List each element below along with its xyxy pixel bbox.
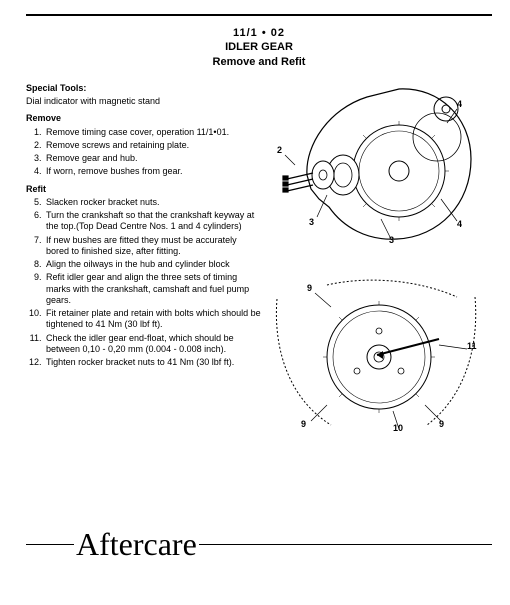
- list-item: Align the oilways in the hub and cylinde…: [44, 259, 261, 270]
- figure-2: 9 9 9 10 11: [271, 279, 481, 434]
- refit-label: Refit: [26, 184, 261, 195]
- callout: 9: [439, 419, 444, 429]
- aftercare-text: Aftercare: [74, 526, 199, 563]
- list-item: Turn the crankshaft so that the cranksha…: [44, 210, 261, 233]
- callout: 11: [467, 341, 477, 351]
- special-tools-label: Special Tools:: [26, 83, 261, 94]
- callout: 3: [309, 217, 314, 227]
- list-item: If worn, remove bushes from gear.: [44, 166, 261, 177]
- page: 11/1 • 02 IDLER GEAR Remove and Refit Sp…: [0, 0, 510, 605]
- callout: 10: [393, 423, 403, 433]
- list-item: Slacken rocker bracket nuts.: [44, 197, 261, 208]
- page-header: 11/1 • 02 IDLER GEAR Remove and Refit: [26, 26, 492, 69]
- callout: 4: [457, 99, 462, 109]
- callout: 2: [277, 145, 282, 155]
- list-item: Remove gear and hub.: [44, 153, 261, 164]
- callout: 3: [389, 235, 394, 245]
- footer-rule-right: [199, 544, 492, 545]
- refit-list: Slacken rocker bracket nuts. Turn the cr…: [26, 197, 261, 369]
- remove-list: Remove timing case cover, operation 11/1…: [26, 127, 261, 178]
- content-columns: Special Tools: Dial indicator with magne…: [26, 79, 492, 375]
- top-rule: [26, 14, 492, 16]
- header-subtitle: Remove and Refit: [26, 55, 492, 69]
- header-title: IDLER GEAR: [26, 40, 492, 54]
- list-item: Tighten rocker bracket nuts to 41 Nm (30…: [44, 357, 261, 368]
- list-item: Remove timing case cover, operation 11/1…: [44, 127, 261, 138]
- list-item: Remove screws and retaining plate.: [44, 140, 261, 151]
- aftercare-footer: Aftercare: [0, 526, 510, 563]
- footer-rule-left: [26, 544, 74, 545]
- figure-2-svg: [271, 279, 481, 434]
- callout: 9: [301, 419, 306, 429]
- callout: 9: [307, 283, 312, 293]
- list-item: Refit idler gear and align the three set…: [44, 272, 261, 306]
- remove-label: Remove: [26, 113, 261, 124]
- list-item: Check the idler gear end-float, which sh…: [44, 333, 261, 356]
- header-code: 11/1 • 02: [26, 26, 492, 40]
- figure-1-svg: [271, 79, 481, 249]
- figure-column: 4 4 2 3 3: [271, 79, 492, 375]
- list-item: If new bushes are fitted they must be ac…: [44, 235, 261, 258]
- figure-1: 4 4 2 3 3: [271, 79, 481, 249]
- list-item: Fit retainer plate and retain with bolts…: [44, 308, 261, 331]
- callout: 4: [457, 219, 462, 229]
- special-tools-text: Dial indicator with magnetic stand: [26, 96, 261, 107]
- text-column: Special Tools: Dial indicator with magne…: [26, 79, 261, 375]
